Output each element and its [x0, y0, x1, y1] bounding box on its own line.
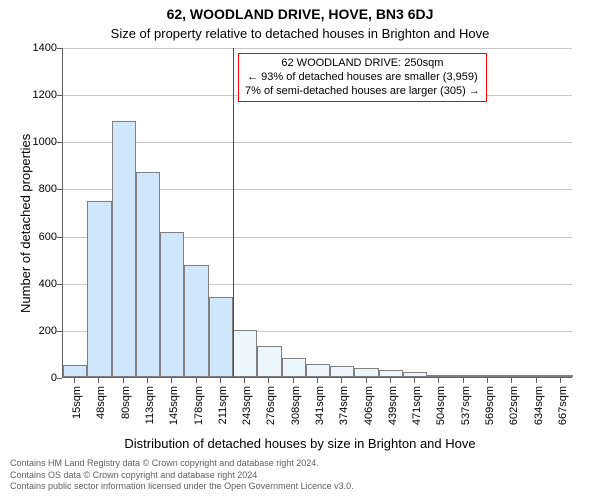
x-tick-label: 439sqm [387, 386, 399, 425]
x-tick-mark [511, 378, 512, 383]
footer-attribution: Contains HM Land Registry data © Crown c… [10, 458, 354, 493]
histogram-bar [403, 372, 427, 377]
x-tick-label: 406sqm [363, 386, 375, 425]
info-line-2: ← 93% of detached houses are smaller (3,… [245, 71, 480, 85]
histogram-bar [87, 201, 111, 377]
histogram-bar [427, 375, 451, 377]
footer-line-2: Contains OS data © Crown copyright and d… [10, 470, 354, 482]
gridline-h [63, 142, 572, 143]
x-tick-mark [293, 378, 294, 383]
x-tick-mark [438, 378, 439, 383]
info-line-3: 7% of semi-detached houses are larger (3… [245, 85, 480, 99]
x-tick-label: 374sqm [338, 386, 350, 425]
info-line-1: 62 WOODLAND DRIVE: 250sqm [245, 57, 480, 71]
x-tick-mark [560, 378, 561, 383]
histogram-bar [184, 265, 208, 377]
y-tick-label: 800 [29, 183, 57, 195]
x-tick-label: 211sqm [217, 386, 229, 424]
x-tick-mark [171, 378, 172, 383]
footer-line-3: Contains public sector information licen… [10, 481, 354, 493]
x-tick-mark [74, 378, 75, 383]
histogram-bar [500, 375, 524, 377]
x-tick-mark [317, 378, 318, 383]
chart-title: 62, WOODLAND DRIVE, HOVE, BN3 6DJ [0, 6, 600, 22]
y-tick-label: 1000 [29, 136, 57, 148]
x-tick-label: 80sqm [120, 386, 132, 419]
x-tick-label: 341sqm [314, 386, 326, 425]
histogram-bar [136, 172, 160, 377]
marker-info-box: 62 WOODLAND DRIVE: 250sqm ← 93% of detac… [238, 53, 487, 102]
x-tick-mark [487, 378, 488, 383]
chart-subtitle: Size of property relative to detached ho… [0, 26, 600, 41]
histogram-bar [209, 297, 233, 377]
x-tick-label: 308sqm [290, 386, 302, 425]
x-tick-label: 504sqm [435, 386, 447, 425]
x-tick-label: 634sqm [533, 386, 545, 425]
x-tick-label: 276sqm [265, 386, 277, 425]
x-tick-label: 569sqm [484, 386, 496, 425]
histogram-bar [354, 368, 378, 377]
histogram-bar [379, 370, 403, 377]
x-tick-mark [414, 378, 415, 383]
y-tick-label: 0 [29, 372, 57, 384]
x-tick-label: 48sqm [95, 386, 107, 419]
histogram-bar [282, 358, 306, 377]
x-tick-label: 145sqm [168, 386, 180, 425]
x-tick-label: 471sqm [411, 386, 423, 425]
histogram-bar [160, 232, 184, 377]
x-tick-label: 602sqm [508, 386, 520, 425]
marker-line [233, 48, 234, 377]
y-tick-label: 1200 [29, 89, 57, 101]
x-axis-label: Distribution of detached houses by size … [0, 436, 600, 451]
x-tick-mark [268, 378, 269, 383]
y-tick-label: 200 [29, 325, 57, 337]
histogram-bar [112, 121, 136, 377]
x-tick-mark [244, 378, 245, 383]
x-tick-label: 537sqm [460, 386, 472, 425]
histogram-bar [63, 365, 87, 377]
histogram-bar [257, 346, 281, 377]
x-tick-mark [341, 378, 342, 383]
x-tick-label: 113sqm [144, 386, 156, 424]
x-tick-label: 15sqm [71, 386, 83, 419]
x-tick-label: 243sqm [241, 386, 253, 425]
x-tick-mark [536, 378, 537, 383]
histogram-bar [306, 364, 330, 377]
y-tick-label: 400 [29, 278, 57, 290]
x-tick-mark [390, 378, 391, 383]
histogram-bar [549, 375, 573, 377]
histogram-bar [233, 330, 257, 377]
footer-line-1: Contains HM Land Registry data © Crown c… [10, 458, 354, 470]
x-tick-mark [98, 378, 99, 383]
histogram-bar [452, 375, 476, 377]
histogram-bar [330, 366, 354, 377]
histogram-bar [524, 375, 548, 377]
x-tick-mark [463, 378, 464, 383]
x-tick-label: 178sqm [193, 386, 205, 425]
x-tick-mark [147, 378, 148, 383]
y-tick-label: 600 [29, 231, 57, 243]
x-tick-mark [196, 378, 197, 383]
x-tick-mark [220, 378, 221, 383]
x-tick-mark [123, 378, 124, 383]
gridline-h [63, 48, 572, 49]
x-tick-mark [366, 378, 367, 383]
histogram-bar [476, 375, 500, 377]
y-tick-label: 1400 [29, 42, 57, 54]
x-tick-label: 667sqm [557, 386, 569, 425]
